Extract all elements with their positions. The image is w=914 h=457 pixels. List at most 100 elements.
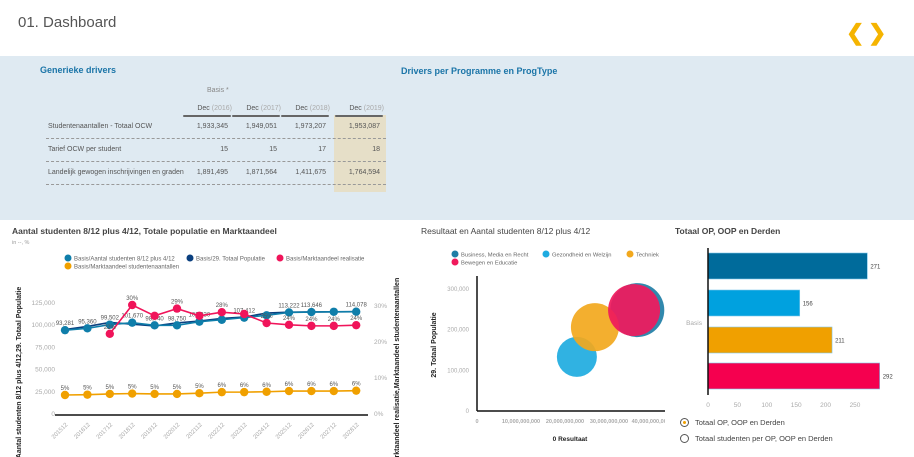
- generic-drivers-title: Generieke drivers: [40, 65, 117, 75]
- bar-chart: 271 156 211 292 Basis 0 50 100 150 200 250: [686, 248, 894, 409]
- data-point: [262, 318, 271, 328]
- table-cell: 1,973,207: [294, 123, 326, 130]
- data-point: [195, 317, 204, 326]
- period-label: Dec: [295, 105, 310, 112]
- x-tick-label: 200: [820, 402, 831, 409]
- x-tick-label: 201912: [141, 422, 160, 441]
- table-cell: 17: [318, 146, 326, 153]
- programme-drivers-title: Drivers per Programme en ProgType: [401, 66, 558, 76]
- x-tick-label: 20,000,000,000: [546, 419, 584, 425]
- y-axis-title: 29. Totaal Populatie: [431, 312, 438, 377]
- data-point: [307, 307, 316, 317]
- column-header: Dec (2019): [334, 105, 384, 112]
- data-label: 22%: [104, 325, 117, 331]
- x-tick-label: 202012: [163, 422, 182, 441]
- data-point: [262, 311, 271, 320]
- x-tick-label: 202312: [230, 422, 249, 441]
- chevron-right-icon[interactable]: ❯: [868, 20, 887, 45]
- data-point: [150, 321, 159, 330]
- data-point: [307, 386, 316, 396]
- y2-tick-label: 30%: [374, 303, 387, 310]
- data-point: [172, 304, 182, 313]
- column-header: Dec (2018): [280, 105, 330, 112]
- data-point: [284, 320, 294, 329]
- row-label: Tarief OCW per student: [48, 146, 122, 153]
- radio-totaal-op[interactable]: Totaal OP, OOP en Derden: [680, 418, 785, 427]
- row-label: Studentenaantallen - Totaal OCW: [48, 123, 153, 130]
- data-point: [83, 390, 92, 399]
- row-divider: [46, 138, 386, 139]
- table-cell: 15: [220, 146, 228, 153]
- row-divider: [46, 184, 386, 185]
- table-cell: 1,949,051: [245, 123, 277, 130]
- data-point: [105, 320, 115, 329]
- bar-value-label: 292: [883, 375, 894, 381]
- data-point: [284, 308, 294, 317]
- data-label: 99,502: [101, 316, 120, 322]
- x-tick-label: 202412: [253, 422, 272, 441]
- radio-unselected-icon[interactable]: [680, 434, 689, 443]
- x-tick-label: 40,000,000,000...: [632, 419, 665, 425]
- data-label: 6%: [307, 382, 316, 388]
- radio-totaal-studenten[interactable]: Totaal studenten per OP, OOP en Derden: [680, 434, 833, 443]
- data-label: 24%: [305, 317, 318, 323]
- y-tick-label: 100,000: [447, 368, 469, 374]
- period-label: Dec: [349, 105, 364, 112]
- radio-selected-icon[interactable]: [680, 418, 689, 427]
- legend-marker: [64, 262, 72, 270]
- data-label: 101,670: [121, 314, 143, 320]
- year-label: (2019): [363, 105, 384, 112]
- data-label: 113,646: [301, 303, 323, 309]
- legend-label: Basis/Aantal studenten 8/12 plus 4/12: [74, 257, 175, 263]
- chevron-left-icon[interactable]: ❮: [846, 20, 865, 45]
- data-point: [240, 309, 249, 319]
- data-label: 30%: [126, 296, 139, 302]
- y-tick-label: 300,000: [447, 287, 469, 293]
- bubble: [608, 284, 661, 337]
- radio-label: Totaal OP, OOP en Derden: [695, 418, 785, 427]
- x-tick-label: 0: [706, 402, 710, 409]
- table-cell: 1,764,594: [348, 169, 380, 176]
- table-cell: 1,933,345: [196, 123, 228, 130]
- bar: [707, 326, 833, 354]
- period-label: Dec: [246, 105, 261, 112]
- bar-value-label: 271: [870, 265, 881, 271]
- x-tick-label: 0: [475, 419, 478, 425]
- x-tick-label: 201612: [73, 422, 92, 441]
- row-divider: [46, 161, 386, 162]
- data-label: 24%: [328, 317, 341, 323]
- legend-marker: [542, 250, 550, 258]
- data-point: [172, 389, 182, 399]
- y2-tick-label: 20%: [374, 339, 387, 346]
- data-point: [105, 389, 115, 399]
- table-cell: 1,891,495: [196, 169, 228, 176]
- y2-tick-label: 10%: [374, 375, 387, 382]
- data-label: 29%: [171, 300, 184, 306]
- data-label: 95,360: [78, 319, 97, 325]
- line-chart: 0 25,000 50,000 75,000 100,000 125,000 0% 10% 20…: [16, 254, 400, 457]
- data-label: 6%: [285, 382, 294, 388]
- data-label: 5%: [128, 385, 137, 391]
- x-tick-label: 50: [734, 402, 742, 409]
- column-header: Dec (2017): [231, 105, 281, 112]
- y2-axis-title: Marktaandeel realisatie,Marktaandeel stu…: [394, 278, 400, 457]
- data-label: 98,750: [168, 316, 187, 322]
- column-underline: [335, 115, 383, 117]
- line-chart-subtitle: in --, %: [12, 240, 30, 246]
- data-label: 114,078: [346, 303, 368, 309]
- data-point: [217, 315, 226, 324]
- data-point: [240, 387, 249, 397]
- legend-label: Basis/Marktaandeel studentenaantallen: [74, 265, 179, 271]
- year-label: (2018): [309, 105, 330, 112]
- legend-label: Basis/Marktaandeel realisatie: [286, 257, 365, 263]
- bubble-chart-title: Resultaat en Aantal studenten 8/12 plus …: [421, 226, 591, 236]
- data-point: [128, 300, 137, 310]
- bar: [707, 252, 868, 280]
- data-label: 25%: [261, 314, 274, 320]
- y-tick-label: 0: [466, 409, 470, 415]
- radio-label: Totaal studenten per OP, OOP en Derden: [695, 434, 833, 443]
- x-tick-label: 202512: [275, 422, 294, 441]
- bar: [707, 362, 880, 390]
- table-cell: 15: [269, 146, 277, 153]
- data-point: [217, 387, 226, 397]
